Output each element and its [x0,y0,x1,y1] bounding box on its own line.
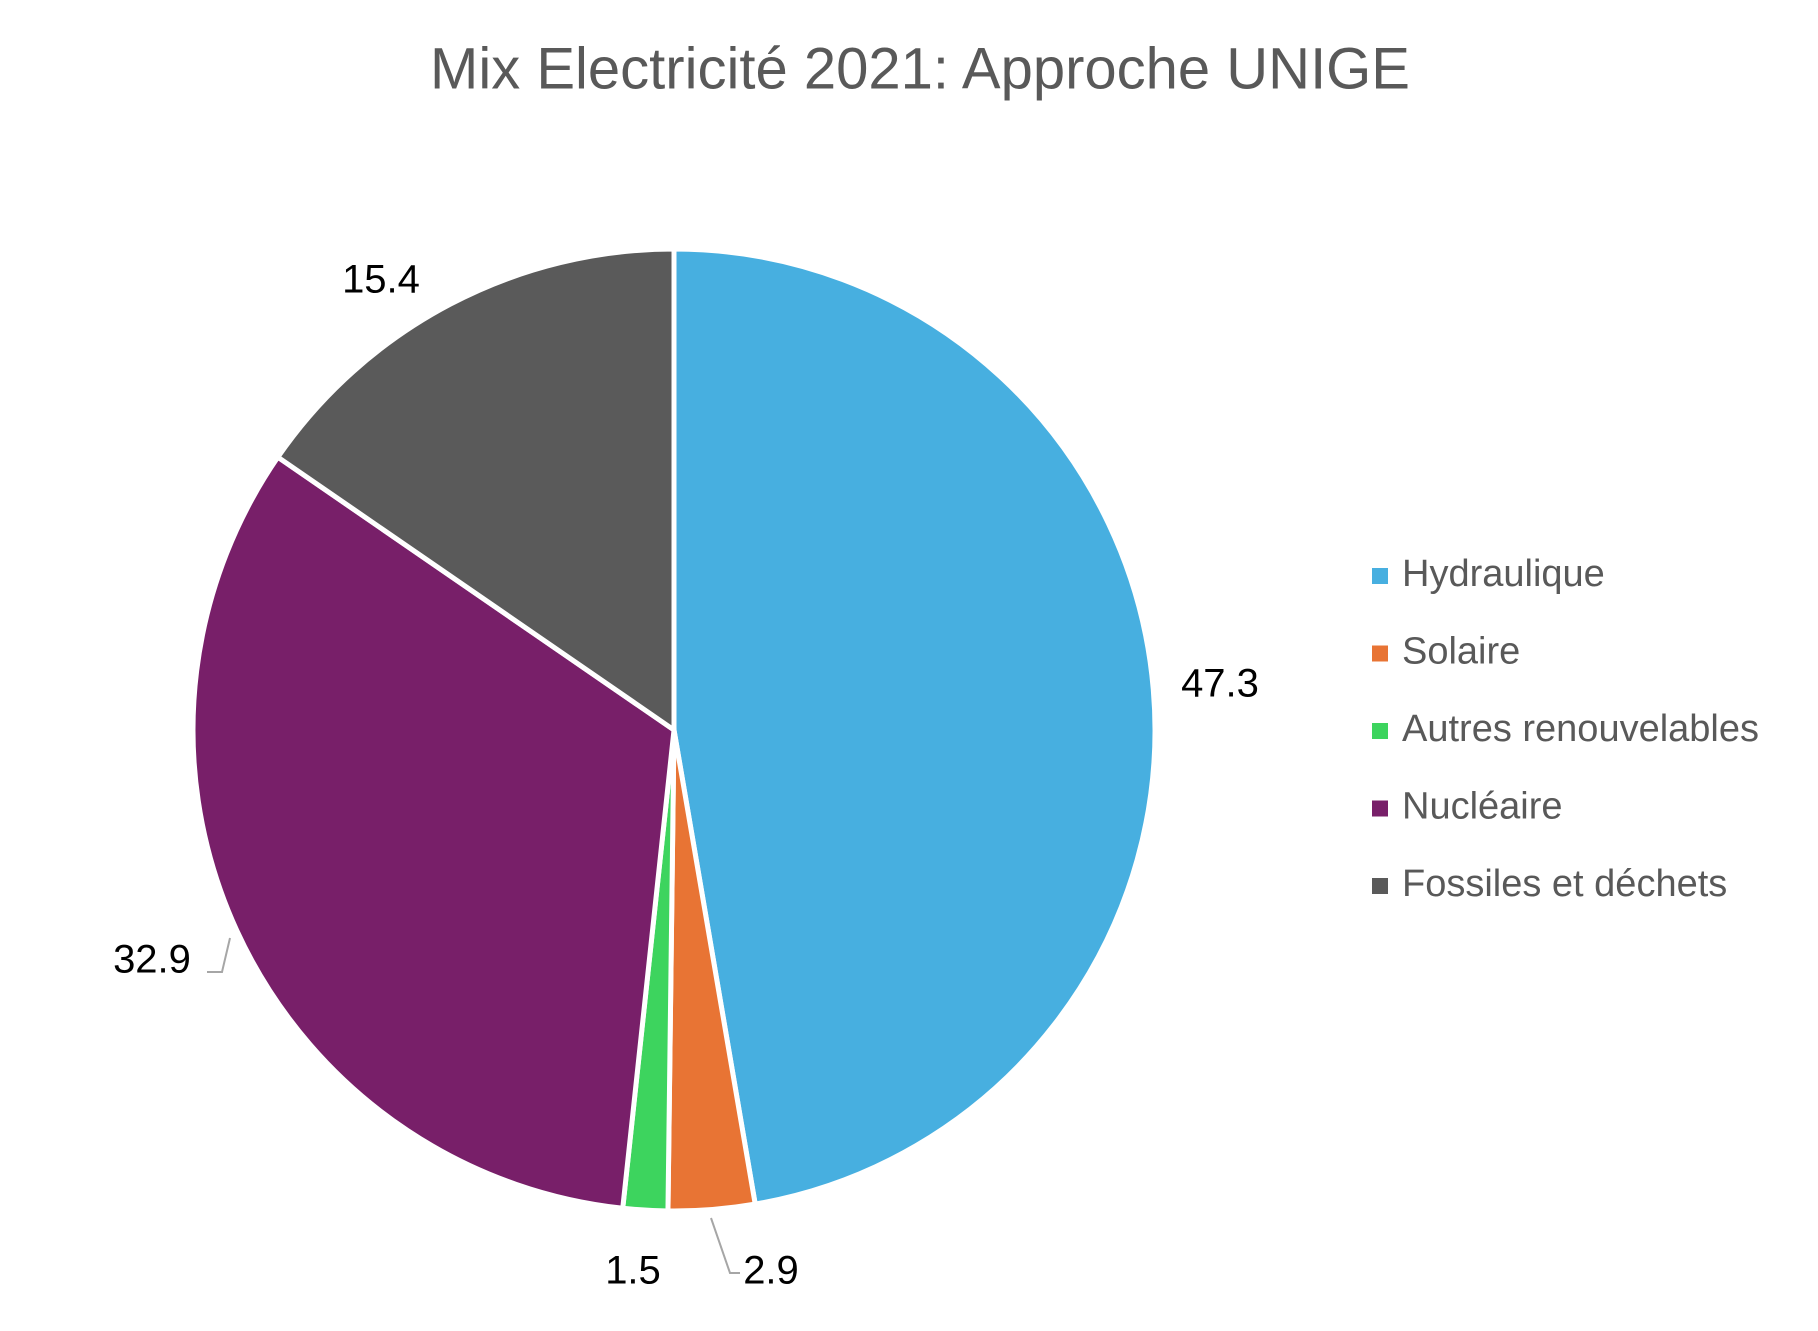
slice [190,453,677,1212]
legend-swatch [1372,878,1388,894]
data-label: 2.9 [743,1249,799,1293]
legend: Hydraulique Solaire Autres renouvelables Nu… [1372,553,1759,905]
data-label: 47.3 [1181,662,1259,706]
legend-label: Autres renouvelables [1402,708,1759,750]
legend-swatch [1372,645,1388,662]
data-label: 32.9 [113,938,191,982]
legend-label: Hydraulique [1402,553,1605,595]
slice [671,246,1158,1207]
legend-label: Solaire [1402,631,1520,673]
data-label: 15.4 [342,258,420,302]
legend-swatch [1372,568,1388,584]
slice [274,246,677,735]
legend-label: Fossiles et déchets [1402,863,1727,905]
chart-title: Mix Electricité 2021: Approche UNIGE [430,36,1410,101]
leader-line [710,1217,740,1274]
pie [190,246,1158,1214]
data-label: 1.5 [605,1249,661,1293]
legend-label: Nucléaire [1402,786,1563,828]
labels: 47.3 2.9 1.5 32.9 15.4 [113,258,1259,1293]
legend-swatch [1372,723,1388,739]
legend-swatch [1372,800,1388,817]
leader-line [207,937,231,973]
